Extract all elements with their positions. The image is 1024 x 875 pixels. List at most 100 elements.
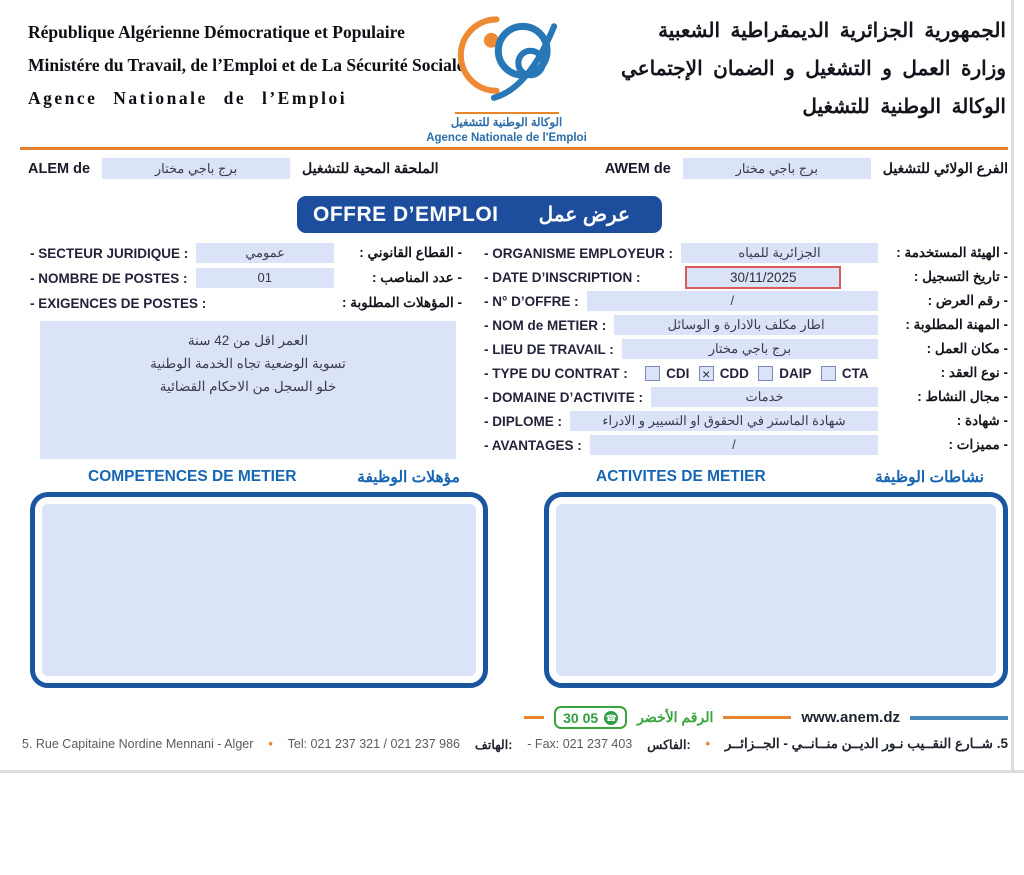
checkbox-cta[interactable]	[820, 365, 836, 381]
organisme-fr-label: - ORGANISME EMPLOYEUR :	[484, 245, 674, 261]
awem-group: AWEM de برج باجي مختار الفرع الولائي للت…	[605, 158, 1008, 179]
row-secteur-juridique: - SECTEUR JURIDIQUE : عمومي - القطاع الق…	[30, 243, 462, 263]
fax-arabic: الفاكس:	[647, 737, 691, 752]
row-domaine-activite: - DOMAINE D’ACTIVITE : خدمات - مجال النش…	[484, 387, 1008, 407]
competences-box	[30, 492, 488, 688]
form-area: - SECTEUR JURIDIQUE : عمومي - القطاع الق…	[30, 243, 1008, 459]
header-ar-line2: وزارة العمل و التشغيل و الضمان الإجتماعي	[621, 58, 1006, 80]
organisme-ar-label: - الهيئة المستخدمة :	[896, 245, 1008, 260]
alem-field[interactable]: برج باجي مختار	[102, 158, 291, 179]
logo-divider	[454, 112, 559, 114]
row-type-contrat: - TYPE DU CONTRAT : CDI × CDD DAIP	[484, 363, 1008, 383]
postes-ar-label: - عدد المناصب :	[372, 270, 462, 285]
postes-fr-label: - NOMBRE DE POSTES :	[30, 270, 188, 286]
website-url: www.anem.dz	[801, 709, 900, 726]
postes-field[interactable]: 01	[195, 268, 334, 288]
row-avantages: - AVANTAGES : / - مميزات :	[484, 435, 1008, 455]
alem-group: ALEM de برج باجي مختار الملحقة المحية لل…	[28, 158, 439, 179]
alem-label: ALEM de	[28, 160, 91, 177]
competences-header: COMPETENCES DE METIER مؤهلات الوظيفة	[30, 466, 488, 488]
avantages-ar-label: - مميزات :	[948, 437, 1008, 452]
header-french: République Algérienne Démocratique et Po…	[28, 16, 465, 115]
form-left-column: - SECTEUR JURIDIQUE : عمومي - القطاع الق…	[30, 243, 462, 459]
page-edge-bottom	[0, 770, 1024, 773]
metier-fr-label: - NOM de METIER :	[484, 317, 607, 333]
exigence-line: خلو السجل من الاحكام القضائية	[159, 379, 337, 394]
checkbox-cdi[interactable]	[645, 365, 661, 381]
row-exigences: - EXIGENCES DE POSTES : - المؤهلات المطل…	[30, 293, 462, 313]
header-arabic: الجمهورية الجزائرية الديمقراطية الشعبية …	[596, 12, 1006, 126]
exigences-ar-label: - المؤهلات المطلوبة :	[342, 295, 462, 310]
checkbox-daip[interactable]	[758, 365, 774, 381]
page-edge-right	[1011, 0, 1014, 771]
activites-title-fr: ACTIVITES DE METIER	[596, 468, 766, 485]
offre-fr-label: - N° D’OFFRE :	[484, 293, 579, 309]
fax-french: - Fax: 021 237 403	[527, 737, 633, 751]
anem-logo-icon	[457, 16, 557, 101]
daip-label: DAIP	[779, 365, 812, 381]
exigences-fr-label: - EXIGENCES DE POSTES :	[30, 295, 207, 311]
cta-label: CTA	[841, 365, 869, 381]
awem-field[interactable]: برج باجي مختار	[682, 158, 871, 179]
cdd-label: CDD	[719, 365, 749, 381]
contract-option-daip: DAIP	[758, 365, 812, 381]
exigences-box[interactable]: العمر اقل من 42 سنة تسوية الوضعية تجاه ا…	[40, 321, 456, 459]
diplome-field[interactable]: شهادة الماستر في الحقوق او التسيير و الا…	[570, 411, 878, 431]
row-organisme: - ORGANISME EMPLOYEUR : الجزائرية للمياه…	[484, 243, 1008, 263]
orange-rule-left	[524, 716, 545, 719]
header-fr-line1: République Algérienne Démocratique et Po…	[28, 22, 405, 42]
green-number-badge: 30 05 ☎	[554, 706, 628, 729]
date-field-highlighted[interactable]: 30/11/2025	[685, 265, 842, 289]
exigence-line: العمر اقل من 42 سنة	[187, 333, 309, 348]
row-nom-metier: - NOM de METIER : اطار مكلف بالادارة و ا…	[484, 315, 1008, 335]
row-lieu-travail: - LIEU DE TRAVAIL : برج باجي مختار - مكا…	[484, 339, 1008, 359]
agency-row: ALEM de برج باجي مختار الملحقة المحية لل…	[28, 158, 1008, 179]
awem-label: AWEM de	[604, 160, 671, 177]
activites-section: ACTIVITES DE METIER نشاطات الوظيفة	[544, 466, 1008, 688]
contrat-ar-label: - نوع العقد :	[940, 365, 1008, 380]
offre-field[interactable]: /	[586, 291, 878, 311]
header-fr-line2: Ministére du Travail, de l’Emploi et de …	[28, 55, 465, 75]
cdi-label: CDI	[666, 365, 690, 381]
activites-content[interactable]	[556, 504, 996, 676]
competences-title-fr: COMPETENCES DE METIER	[88, 468, 297, 485]
activites-box	[544, 492, 1008, 688]
alem-ar-label: الملحقة المحية للتشغيل	[302, 160, 439, 176]
avantages-field[interactable]: /	[589, 435, 878, 455]
blue-rule-right	[910, 715, 1008, 720]
form-right-column: - ORGANISME EMPLOYEUR : الجزائرية للمياه…	[484, 243, 1008, 459]
contract-option-cta: CTA	[820, 365, 869, 381]
secteur-ar-label: - القطاع القانوني :	[359, 245, 462, 260]
tel-arabic: الهاتف:	[474, 737, 513, 752]
organisme-field[interactable]: الجزائرية للمياه	[681, 243, 878, 263]
header-fr-line3: Agence Nationale de l’Emploi	[28, 88, 348, 108]
footer-line: 30 05 ☎ الرقم الأخضر www.anem.dz	[524, 706, 1008, 729]
metier-field[interactable]: اطار مكلف بالادارة و الوسائل	[614, 315, 878, 335]
secteur-field[interactable]: عمومي	[196, 243, 334, 263]
domaine-field[interactable]: خدمات	[651, 387, 878, 407]
green-number-label: الرقم الأخضر	[637, 709, 714, 725]
phone-icon: ☎	[604, 710, 619, 725]
contract-option-cdi: CDI	[645, 365, 690, 381]
domaine-ar-label: - مجال النشاط :	[917, 389, 1008, 404]
title-french: OFFRE D’EMPLOI	[313, 202, 499, 226]
date-field-wrap: 30/11/2025	[649, 265, 879, 289]
logo-caption-ar: الوكالة الوطنية للتشغيل	[450, 117, 563, 129]
date-fr-label: - DATE D’INSCRIPTION :	[484, 269, 641, 285]
logo-caption-fr: Agence Nationale de l'Emploi	[426, 132, 587, 144]
lieu-field[interactable]: برج باجي مختار	[621, 339, 878, 359]
diplome-ar-label: - شهادة :	[956, 413, 1008, 428]
exigence-line: تسوية الوضعية تجاه الخدمة الوطنية	[150, 356, 346, 371]
diplome-fr-label: - DIPLOME :	[484, 413, 562, 429]
competences-content[interactable]	[42, 504, 476, 676]
domaine-fr-label: - DOMAINE D’ACTIVITE :	[484, 389, 643, 405]
date-ar-label: - تاريخ التسجيل :	[913, 269, 1008, 284]
contract-option-cdd: × CDD	[698, 365, 749, 381]
checkbox-cdd[interactable]: ×	[698, 365, 714, 381]
title-banner: OFFRE D’EMPLOI عرض عمل	[297, 196, 662, 233]
title-arabic: عرض عمل	[538, 204, 630, 226]
orange-rule-mid	[723, 716, 792, 719]
contract-options: CDI × CDD DAIP CTA	[636, 365, 878, 381]
avantages-fr-label: - AVANTAGES :	[484, 437, 582, 453]
